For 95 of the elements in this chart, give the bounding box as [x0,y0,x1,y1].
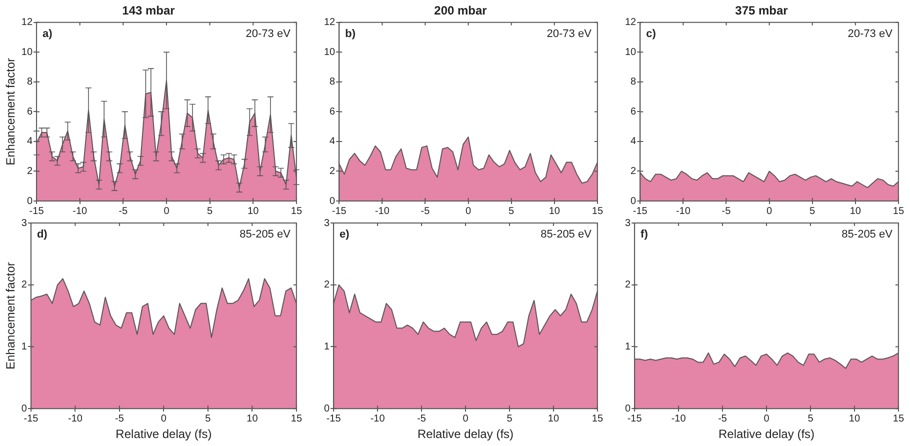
chart-title: 200 mbar [434,4,488,18]
y-tick-label: 1 [625,341,631,352]
x-tick-label: 15 [290,206,302,217]
y-tick-label: 0 [625,403,631,414]
annotation: 20-73 eV [546,28,592,40]
x-tick-label: 15 [290,413,302,424]
y-tick-label: 10 [324,46,336,58]
y-tick-label: 10 [625,46,637,58]
y-tick-label: 4 [330,136,336,148]
y-tick-label: 12 [21,17,33,28]
y-tick-label: 6 [330,106,336,118]
x-tick-label: -5 [417,413,426,424]
x-tick-label: -10 [68,413,83,424]
y-tick-label: 4 [630,136,637,148]
x-tick-label: 10 [548,206,560,217]
y-tick-label: 8 [630,76,637,88]
x-tick-label: -10 [370,413,386,424]
x-tick-label: -5 [115,413,124,424]
x-tick-label: 5 [808,413,814,424]
y-tick-label: 1 [21,341,28,352]
annotation: 85-205 eV [540,228,592,241]
x-tick-label: 15 [592,206,604,217]
y-tick-label: 0 [21,403,28,414]
x-tick-label: 5 [205,413,212,424]
x-tick-label: -10 [72,206,88,217]
annotation: 20-73 eV [246,28,292,40]
y-tick-label: 2 [21,280,28,291]
x-tick-label: 15 [592,413,604,424]
x-tick-label: -10 [676,206,691,217]
x-tick-label: -15 [627,413,642,424]
y-tick-label: 2 [625,280,631,291]
x-tick-label: 5 [810,206,816,217]
x-tick-label: 10 [848,413,860,424]
x-tick-label: -15 [326,413,342,424]
x-tick-label: -10 [374,206,390,217]
y-tick-label: 0 [330,196,336,207]
annotation: c) [646,28,656,40]
y-tick-label: 2 [630,166,637,177]
x-tick-label: 5 [506,413,513,424]
y-tick-label: 0 [630,196,637,207]
x-tick-label: -15 [332,206,347,217]
y-tick-label: 0 [324,403,330,414]
y-tick-label: 3 [625,218,631,229]
y-tick-label: 2 [330,166,336,177]
x-tick-label: 0 [764,413,770,424]
x-tick-label: 0 [164,206,170,217]
x-tick-label: 0 [466,206,472,217]
x-tick-label: -5 [718,413,728,424]
annotation: 20-73 eV [848,28,894,40]
annotation: a) [42,28,53,40]
x-tick-label: 0 [462,413,469,424]
y-tick-label: 2 [26,166,33,177]
y-tick-label: 6 [26,106,33,118]
x-tick-label: -15 [24,413,39,424]
x-axis-title: Relative delay (fs) [718,427,815,442]
y-axis-title: Enhancement factor [4,58,18,166]
x-tick-label: 15 [892,413,904,424]
y-tick-label: 3 [324,218,330,229]
annotation: b) [345,28,356,40]
annotation: 85-205 eV [240,228,292,241]
x-tick-label: 10 [850,206,862,217]
y-tick-label: 12 [324,17,336,28]
y-tick-label: 10 [21,46,33,58]
x-tick-label: -5 [420,206,430,217]
y-tick-label: 6 [630,106,637,118]
x-tick-label: -10 [671,413,686,424]
chart-title: 143 mbar [122,4,176,18]
x-tick-label: 10 [246,413,258,424]
y-tick-label: 8 [26,76,33,88]
y-tick-label: 1 [324,341,330,352]
annotation: e) [340,228,350,241]
y-tick-label: 4 [26,136,33,148]
y-tick-label: 2 [324,280,330,291]
y-tick-label: 12 [625,17,637,28]
y-tick-label: 0 [26,196,33,207]
x-axis-title: Relative delay (fs) [116,427,212,442]
annotation: f) [640,228,648,241]
x-tick-label: 5 [207,206,214,217]
x-tick-label: -5 [722,206,732,217]
annotation: 85-205 eV [842,228,894,241]
annotation: d) [36,228,48,241]
y-axis-title: Enhancement factor [4,262,18,370]
x-tick-label: 0 [766,206,772,217]
x-tick-label: -5 [118,206,128,217]
x-tick-label: 10 [548,413,560,424]
y-tick-label: 8 [330,76,336,88]
x-tick-label: -15 [29,206,44,217]
x-tick-label: -15 [632,206,648,217]
x-tick-label: 0 [160,413,167,424]
x-tick-label: 5 [508,206,515,217]
x-axis-title: Relative delay (fs) [417,427,514,442]
x-tick-label: 15 [892,206,904,217]
y-tick-label: 3 [21,218,28,229]
x-tick-label: 10 [248,206,260,217]
chart-title: 375 mbar [735,4,788,18]
